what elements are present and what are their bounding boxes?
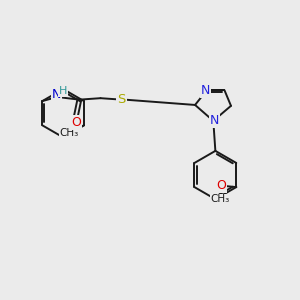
Text: N: N xyxy=(210,114,220,127)
Text: N: N xyxy=(201,84,210,97)
Text: O: O xyxy=(71,116,81,128)
Text: O: O xyxy=(216,179,226,192)
Text: CH₃: CH₃ xyxy=(59,128,79,138)
Text: CH₃: CH₃ xyxy=(211,194,230,205)
Text: H: H xyxy=(59,86,67,96)
Text: S: S xyxy=(117,93,126,106)
Text: N: N xyxy=(52,88,61,101)
